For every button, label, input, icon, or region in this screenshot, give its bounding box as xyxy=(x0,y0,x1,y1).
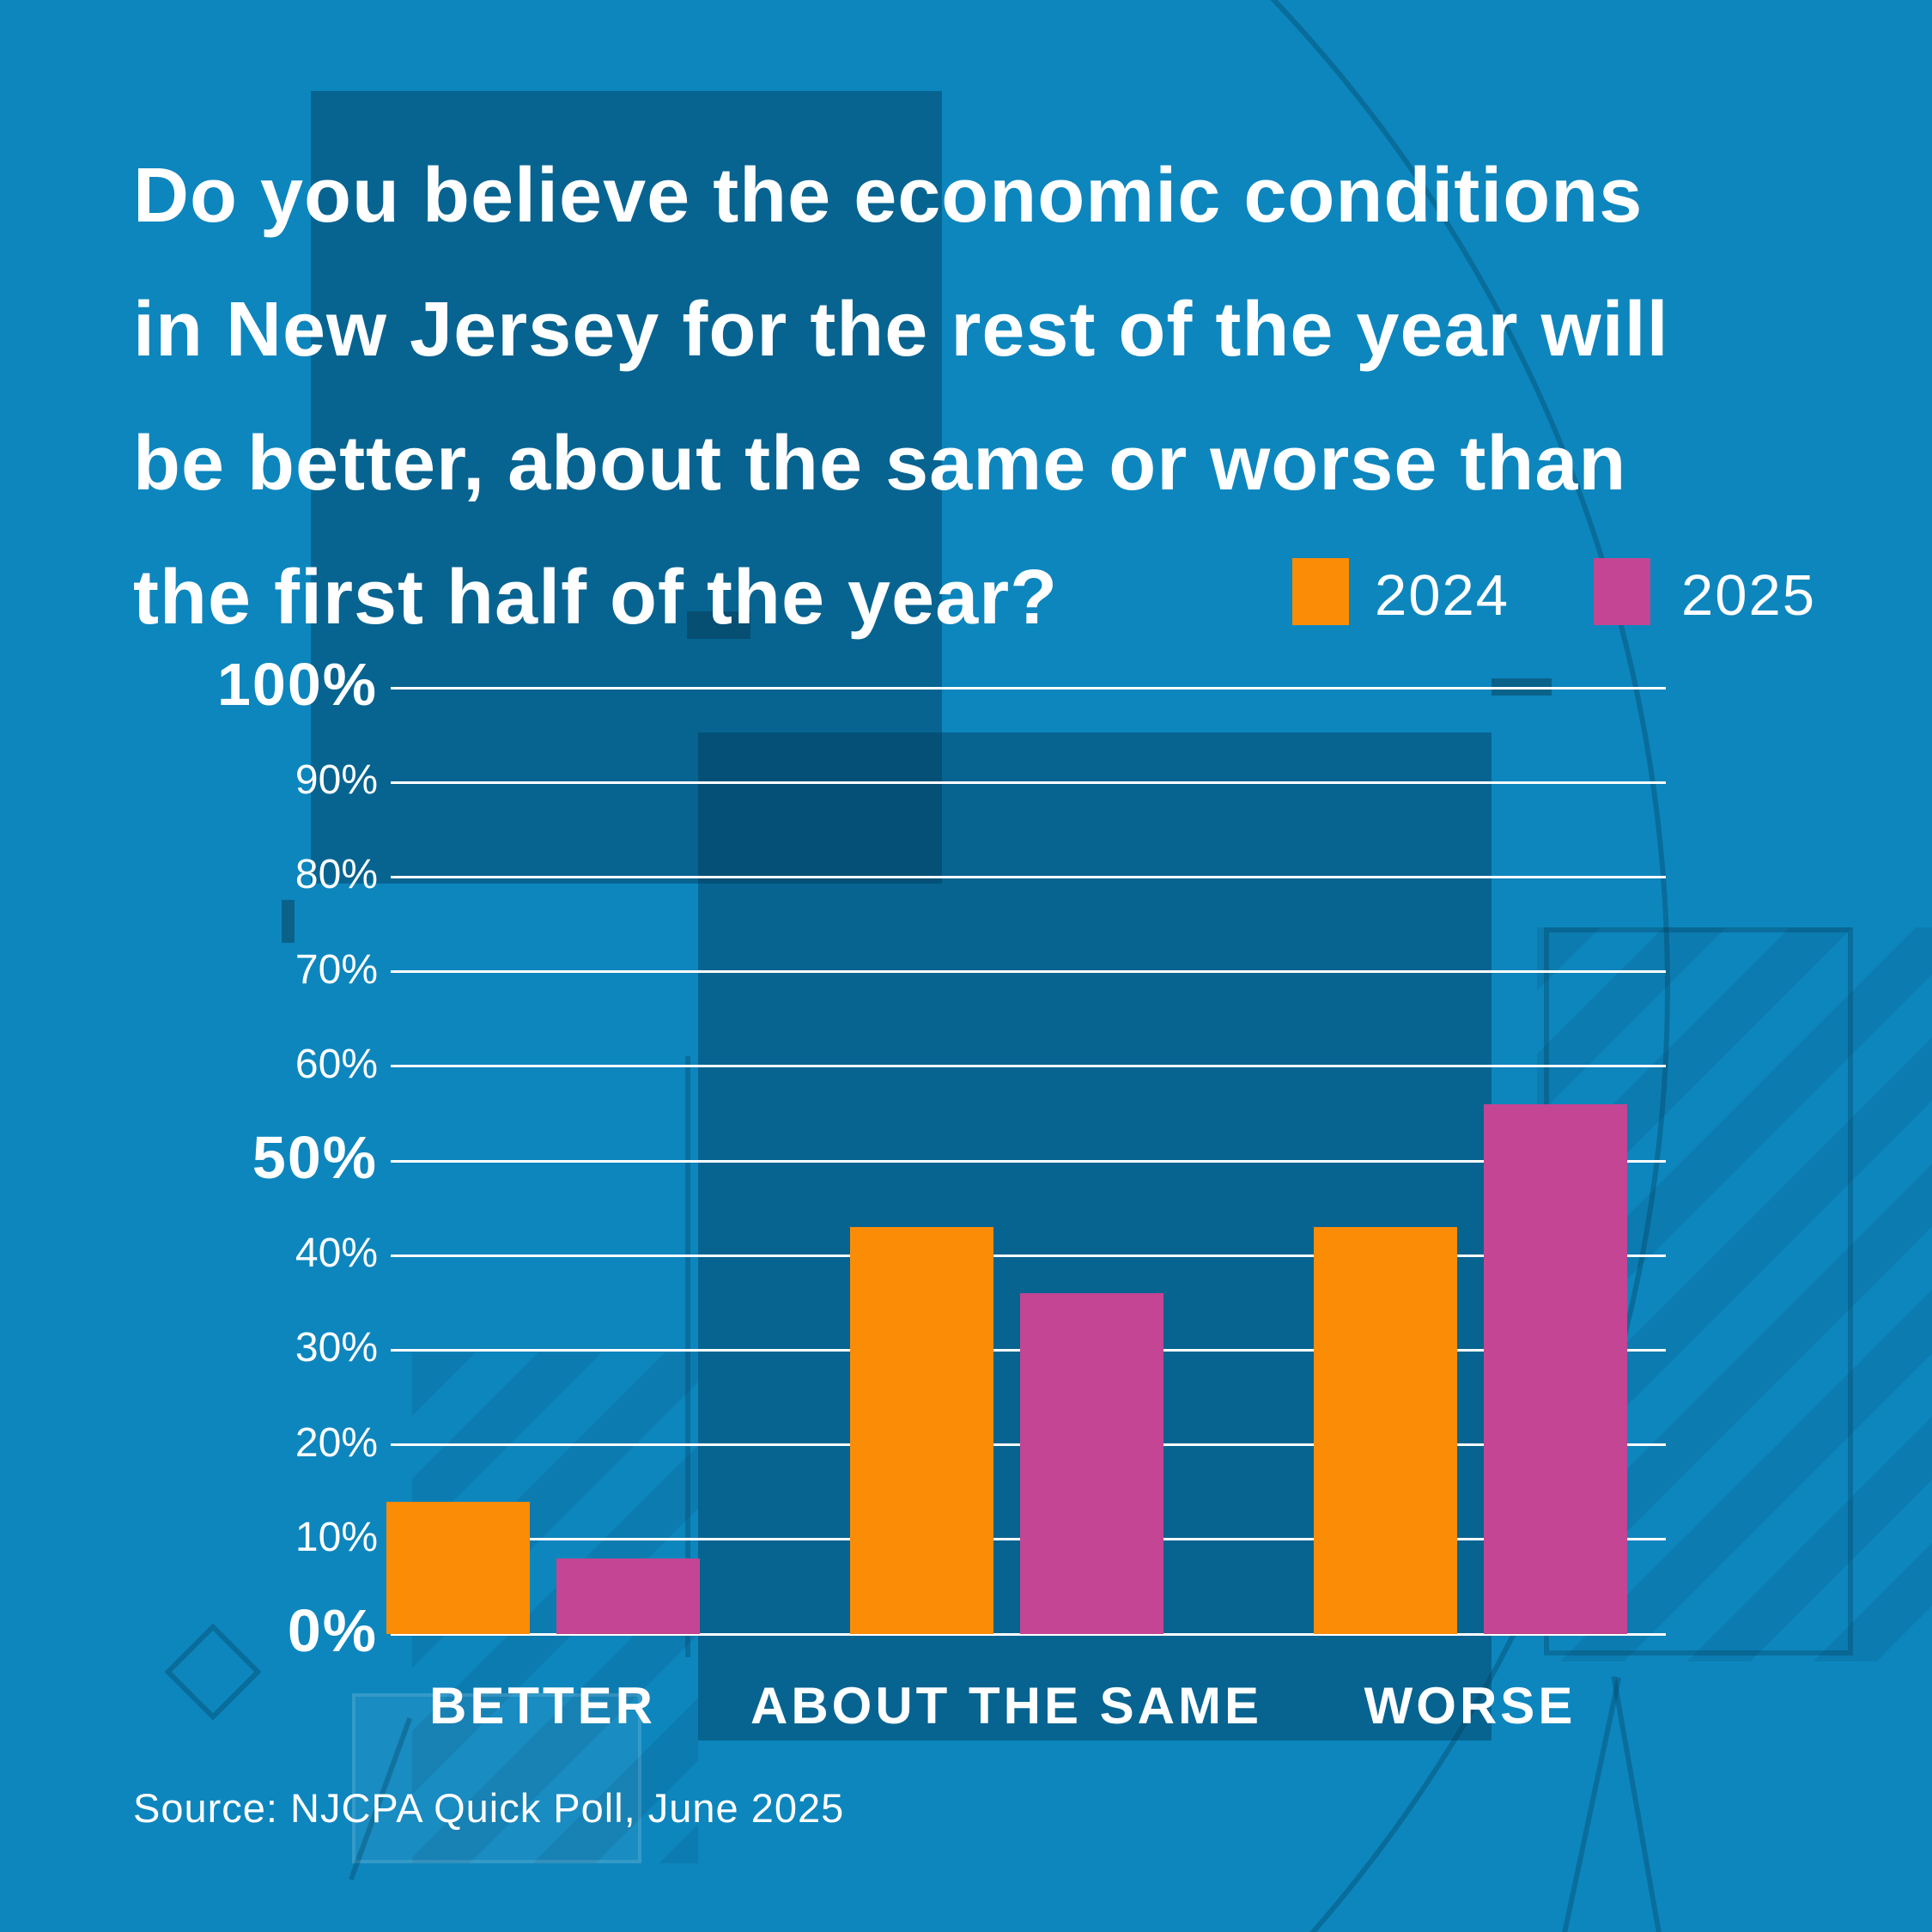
bar-2025-better xyxy=(556,1558,700,1634)
gridline-60% xyxy=(391,1065,1666,1068)
category-label-worse: WORSE xyxy=(1364,1677,1577,1735)
legend-swatch-2025 xyxy=(1594,558,1650,625)
vertical-line-decoration xyxy=(685,1056,690,1657)
bar-2024-about-the-same xyxy=(849,1227,993,1634)
bar-2024-worse xyxy=(1313,1227,1457,1634)
y-axis-label-40%: 40% xyxy=(295,1230,378,1277)
y-axis-label-90%: 90% xyxy=(295,757,378,804)
circle-arc-decoration xyxy=(0,0,1670,1932)
legend-label-2024: 2024 xyxy=(1375,563,1510,628)
title-line-4: the first half of the year? xyxy=(133,555,1059,641)
y-axis-label-10%: 10% xyxy=(295,1514,378,1560)
title-line-3: be better, about the same or worse than xyxy=(133,421,1627,507)
source-caption: Source: NJCPA Quick Poll, June 2025 xyxy=(133,1785,845,1831)
y-axis-label-60%: 60% xyxy=(295,1041,378,1087)
y-axis-label-70%: 70% xyxy=(295,946,378,993)
tick-dash-left xyxy=(282,900,295,943)
dash-decoration-top xyxy=(687,611,750,639)
gridline-40% xyxy=(391,1254,1666,1257)
category-label-better: BETTER xyxy=(429,1677,656,1735)
title-line-2: in New Jersey for the rest of the year w… xyxy=(133,287,1669,373)
bar-2025-about-the-same xyxy=(1019,1293,1163,1634)
gridline-90% xyxy=(391,781,1666,784)
gridline-50% xyxy=(391,1159,1666,1163)
legend-swatch-2024 xyxy=(1292,558,1349,625)
title-line-1: Do you believe the economic conditions xyxy=(133,153,1643,239)
bar-2025-worse xyxy=(1483,1103,1627,1634)
y-axis-label-30%: 30% xyxy=(295,1325,378,1371)
category-label-about-the-same: ABOUT THE SAME xyxy=(750,1677,1262,1735)
gridline-70% xyxy=(391,970,1666,974)
bar-2024-better xyxy=(386,1501,530,1634)
gridline-80% xyxy=(391,875,1666,878)
legend-label-2025: 2025 xyxy=(1681,563,1817,628)
y-axis-label-50%: 50% xyxy=(252,1124,378,1191)
y-axis-label-100%: 100% xyxy=(216,651,378,718)
title-backdrop-rect xyxy=(311,91,942,884)
page-title: Do you believe the economic conditions i… xyxy=(133,129,1765,665)
gridline-100% xyxy=(391,686,1666,690)
y-axis-label-20%: 20% xyxy=(295,1419,378,1466)
y-axis-label-0%: 0% xyxy=(287,1597,378,1664)
y-axis-label-80%: 80% xyxy=(295,852,378,898)
gridline-0% xyxy=(391,1632,1666,1636)
